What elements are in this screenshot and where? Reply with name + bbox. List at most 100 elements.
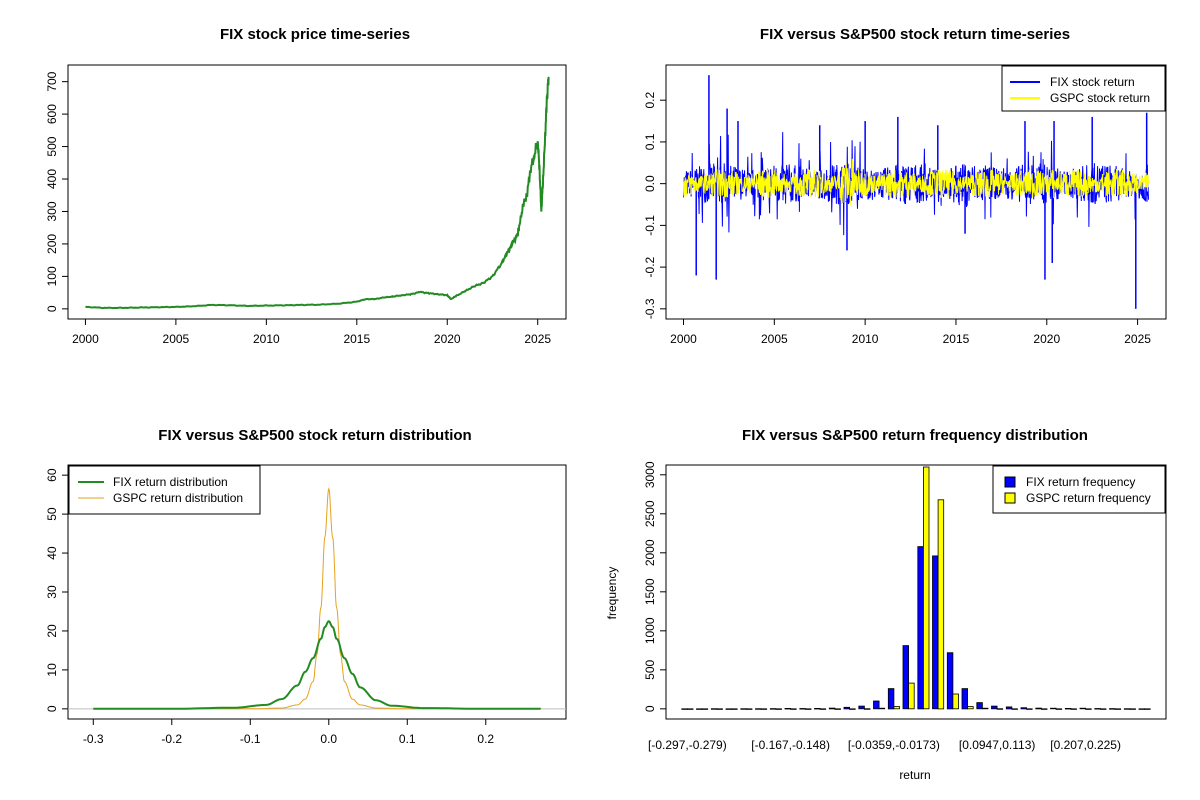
fix-frequency-bar [1123,708,1131,710]
gspc-frequency-bar [1011,708,1018,710]
y-tick-label: 200 [45,234,59,254]
y-tick-label: 300 [45,201,59,221]
fix-frequency-bar [814,708,821,710]
legend: FIX stock return GSPC stock return [1001,65,1166,112]
x-tick-label: 0.2 [477,732,494,746]
gspc-frequency-bar [1041,708,1048,710]
fix-frequency-bar [769,708,777,710]
gspc-frequency-bar [731,708,738,710]
gspc-frequency-bar [952,693,959,710]
gspc-frequency-bar [834,708,841,710]
gspc-frequency-bar [996,708,1004,710]
gspc-frequency-bar [1114,708,1122,710]
x-tick-label: 2020 [434,332,461,346]
y-tick-label: 0.2 [643,92,657,109]
fix-frequency-bar [1094,708,1101,710]
gspc-frequency-bar [760,708,768,710]
gspc-frequency-bar [893,706,900,710]
chart-title: FIX stock price time-series [220,26,410,43]
fix-frequency-bar [725,708,732,710]
gspc-return-line [683,158,1149,206]
y-tick-label: 400 [45,169,59,189]
fix-frequency-bar [828,707,836,710]
chart-title: FIX versus S&P500 return frequency distr… [742,427,1088,444]
fix-frequency-bar [873,700,880,710]
gspc-frequency-bar [908,682,915,710]
legend-swatch-fix [1004,476,1016,488]
y-tick-label: 700 [45,71,59,91]
fix-frequency-bar [1064,708,1072,710]
x-tick-label: 0.1 [399,732,416,746]
y-tick-label: 0 [45,705,59,712]
fix-frequency-bar [1035,707,1042,710]
y-tick-label: 3000 [643,461,657,488]
x-tick-label: [0.207,0.225) [1050,738,1121,752]
chart-title: FIX versus S&P500 stock return distribut… [158,427,471,444]
y-tick-label: 2500 [643,500,657,527]
y-tick-label: 10 [45,663,59,677]
fix-frequency-bar [932,555,939,710]
fix-frequency-bar [902,645,909,710]
fix-frequency-bar [710,708,718,710]
fix-frequency-bar [1109,708,1116,710]
return-frequency-panel: FIX versus S&P500 return frequency distr… [605,427,1167,782]
gspc-frequency-bar [1055,708,1063,710]
gspc-frequency-bar [1100,708,1107,710]
legend-label-fix: FIX return frequency [1026,475,1135,489]
gspc-frequency-bar [746,708,753,710]
y-tick-label: 40 [45,546,59,560]
x-tick-label: 2015 [343,332,370,346]
fix-frequency-bar [1020,707,1027,710]
gspc-frequency-bar [923,466,930,710]
fix-frequency-bar [887,688,895,710]
gspc-frequency-bar [1129,708,1136,710]
x-tick-label: 0.0 [320,732,337,746]
return-density-panel: FIX versus S&P500 stock return distribut… [45,427,567,746]
x-tick-label: 2020 [1033,332,1060,346]
legend-label-gspc: GSPC stock return [1050,91,1150,105]
gspc-frequency-bar [1026,708,1033,710]
legend: FIX return distribution GSPC return dist… [68,465,261,515]
x-tick-label: 2005 [163,332,190,346]
gspc-frequency-bar [701,708,709,710]
x-tick-label: 2000 [72,332,99,346]
x-tick-label: 2010 [852,332,879,346]
y-tick-label: 0.1 [643,133,657,150]
gspc-frequency-bar [775,708,782,710]
fix-frequency-bar [917,546,924,710]
legend-label-gspc: GSPC return frequency [1026,491,1151,505]
y-tick-label: -0.2 [643,256,657,277]
y-tick-label: 1000 [643,617,657,644]
fix-frequency-bar [799,708,806,710]
y-tick-label: 0 [643,705,657,712]
y-tick-label: -0.3 [643,298,657,319]
y-tick-label: 100 [45,266,59,286]
fix-frequency-bar [946,652,954,710]
fix-frequency-bar [991,705,998,710]
fix-frequency-bar [740,708,747,710]
gspc-frequency-bar [982,707,989,710]
x-tick-label: [-0.167,-0.148) [751,738,830,752]
fix-frequency-bar [843,706,850,710]
x-tick-label: -0.3 [83,732,104,746]
chart-title: FIX versus S&P500 stock return time-seri… [760,26,1070,43]
fix-frequency-bar [755,708,762,710]
x-tick-label: -0.2 [161,732,182,746]
gspc-frequency-bar [1070,708,1077,710]
gspc-frequency-bar [790,708,797,710]
fix-frequency-bar [1050,707,1057,710]
y-tick-label: 500 [45,136,59,156]
gspc-frequency-bar [805,708,812,710]
price-timeseries-panel: FIX stock price time-series 2000 2005 2010… [45,26,567,346]
y-tick-label: 2000 [643,539,657,566]
legend-label-gspc: GSPC return distribution [113,491,243,505]
y-tick-label: 500 [643,660,657,680]
y-tick-label: 1500 [643,578,657,605]
x-tick-label: [-0.297,-0.279) [648,738,727,752]
x-tick-label: 2015 [943,332,970,346]
y-tick-label: 30 [45,585,59,599]
gspc-frequency-bar [687,708,694,710]
gspc-frequency-bar [819,708,827,710]
price-series-line [85,76,550,310]
